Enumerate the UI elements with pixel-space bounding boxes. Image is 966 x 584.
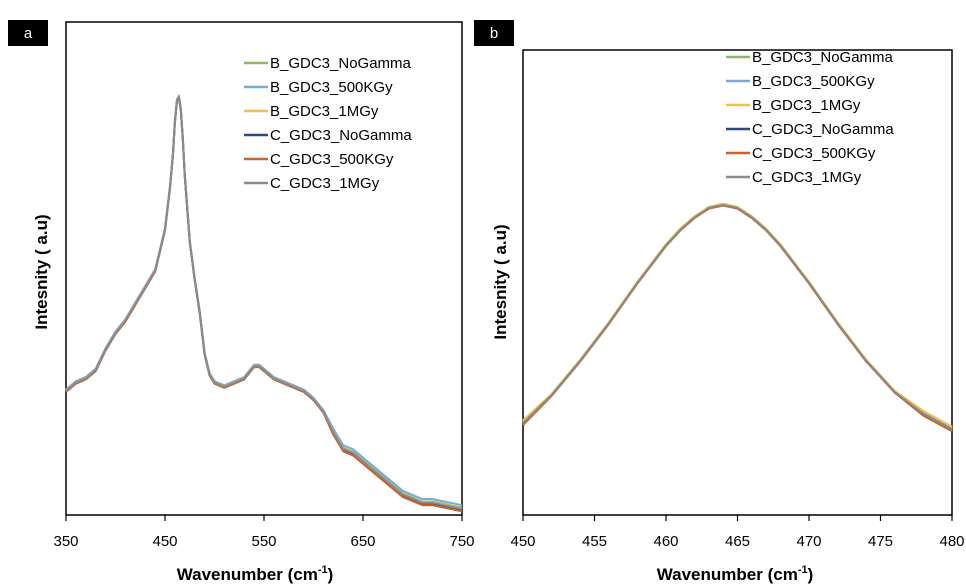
panel-a-x-axis-label-main: Wavenumber (cm	[177, 565, 318, 584]
panel-b-x-tick-label: 470	[796, 533, 821, 550]
panel-b-series-line-5	[522, 204, 953, 433]
panel-a-series-group	[65, 94, 463, 513]
legend-entry-label: B_GDC3_500KGy	[752, 73, 875, 90]
panel-a-series-line-6	[65, 96, 463, 510]
panel-b-x-tick-label: 450	[510, 533, 535, 550]
panel-a-x-tick-label: 550	[251, 533, 276, 550]
panel-b-label-box	[474, 20, 514, 46]
panel-b-x-tick-label: 480	[939, 533, 964, 550]
panel-b-x-tick-label: 465	[725, 533, 750, 550]
legend-entry-label: C_GDC3_500KGy	[270, 151, 394, 168]
panel-b-x-ticks: 450 455 460 465 470 475 480	[510, 515, 965, 550]
panel-a-x-tick-label: 750	[449, 533, 474, 550]
panel-a-plot-frame	[65, 21, 463, 516]
panel-a-x-axis-label-close: )	[328, 565, 334, 584]
panel-b-series-line-1	[522, 203, 953, 429]
panel-b-plot-frame	[522, 49, 953, 516]
panel-b-series-line-3	[522, 202, 953, 428]
panel-a: a 350 450 550 650 750 B_GDC3_NoGamma B_GDC3_5…	[8, 20, 475, 584]
panel-b-legend: B_GDC3_NoGamma B_GDC3_500KGy B_GDC3_1MGy C_…	[726, 49, 894, 186]
legend-entry-label: B_GDC3_NoGamma	[752, 49, 894, 66]
panel-b-x-tick-label: 460	[653, 533, 678, 550]
panel-a-x-axis-label: Wavenumber (cm-1)	[177, 564, 334, 584]
panel-a-x-axis-label-sup: -1	[318, 564, 328, 576]
panel-b-y-axis-label: Intesnity ( a.u)	[491, 224, 510, 339]
panel-b-series-line-2	[522, 203, 953, 430]
panel-b-x-tick-label: 455	[582, 533, 607, 550]
panel-b-x-axis-label-sup: -1	[798, 564, 808, 576]
legend-entry-label: C_GDC3_NoGamma	[752, 121, 894, 138]
legend-entry-label: C_GDC3_1MGy	[752, 169, 862, 186]
panel-b-x-tick-label: 475	[868, 533, 893, 550]
legend-entry-label: B_GDC3_NoGamma	[270, 55, 412, 72]
panel-b-series-line-4	[522, 204, 953, 432]
panel-b-series-line-6	[522, 203, 953, 431]
panel-b-x-axis-label-main: Wavenumber (cm	[657, 565, 798, 584]
panel-b: b 450 455 460 465 470 475 480 B_GDC3_NoGammaB_…	[474, 20, 965, 584]
panel-a-x-tick-label: 450	[152, 533, 177, 550]
panel-a-legend: B_GDC3_NoGamma B_GDC3_500KGy B_GDC3_1MGy C_…	[244, 55, 412, 192]
panel-b-x-axis-label-close: )	[808, 565, 814, 584]
legend-entry-label: C_GDC3_500KGy	[752, 145, 876, 162]
panel-a-label: a	[24, 25, 33, 42]
panel-a-y-axis-label: Intesnity ( a.u)	[32, 214, 51, 329]
panel-a-x-ticks: 350 450 550 650 750	[53, 515, 475, 550]
panel-a-series-line-2	[65, 94, 463, 507]
panel-b-series-group	[522, 202, 953, 433]
panel-b-x-axis-label: Wavenumber (cm-1)	[657, 564, 814, 584]
legend-entry-label: B_GDC3_1MGy	[270, 103, 379, 120]
panel-a-x-tick-label: 650	[350, 533, 375, 550]
legend-entry-label: C_GDC3_NoGamma	[270, 127, 412, 144]
legend-entry-label: B_GDC3_500KGy	[270, 79, 393, 96]
panel-b-label: b	[490, 25, 498, 42]
legend-entry-label: C_GDC3_1MGy	[270, 175, 380, 192]
panel-a-label-box	[8, 20, 48, 46]
panel-a-x-tick-label: 350	[53, 533, 78, 550]
legend-entry-label: B_GDC3_1MGy	[752, 97, 861, 114]
